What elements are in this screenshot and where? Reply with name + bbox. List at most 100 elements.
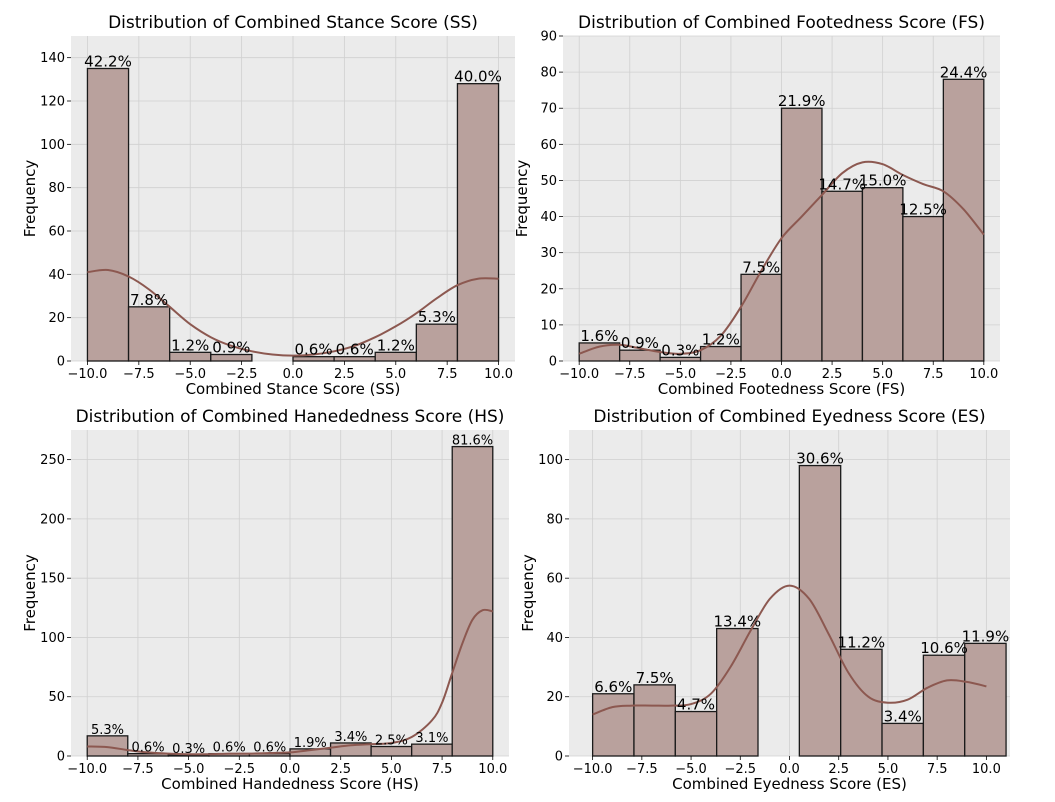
bar-percent-label: 4.7% [677, 696, 715, 714]
bar-percent-label: 13.4% [714, 613, 762, 631]
x-tick-label: 10.0 [972, 762, 1001, 777]
bar-percent-label: 0.3% [661, 341, 699, 359]
x-tick-label: 5.0 [381, 762, 402, 777]
x-tick-label: −7.5 [122, 762, 154, 777]
bar-percent-label: 5.3% [418, 308, 456, 326]
y-tick-label: 80 [540, 66, 557, 81]
x-tick-label: 5.0 [878, 762, 899, 777]
x-tick-label: −10.0 [68, 367, 108, 382]
chart-title: Distribution of Combined Hanededness Sco… [76, 407, 505, 427]
histogram-bar [780, 107, 823, 362]
chart-title: Distribution of Combined Eyedness Score … [593, 407, 985, 427]
bar-percent-label: 24.4% [940, 63, 988, 81]
chart-panel-1: 42.2%7.8%1.2% 0.9% 0.6% 0.6% 1.2%5.3%40.0%−1… [21, 13, 515, 398]
chart-title: Distribution of Combined Stance Score (S… [108, 13, 478, 33]
y-tick-label: 30 [540, 246, 557, 261]
x-tick-label: 2.5 [334, 367, 355, 382]
histogram-bar [821, 190, 864, 362]
histogram-bar [86, 67, 130, 362]
y-tick-label: 150 [40, 572, 65, 587]
bar-percent-label: 7.5% [636, 669, 674, 687]
x-tick-label: 0.0 [771, 367, 792, 382]
bar-percent-label: 0.9% [212, 339, 250, 357]
histogram-bar [798, 464, 842, 757]
x-tick-label: 2.5 [828, 762, 849, 777]
bar-percent-label: 1.2% [377, 336, 415, 354]
bar-percent-label: 7.5% [742, 258, 780, 276]
x-axis-label: Combined Stance Score (SS) [186, 380, 401, 398]
kde-curve [87, 608, 494, 756]
x-tick-label: 7.5 [923, 367, 944, 382]
y-tick-label: 100 [40, 138, 65, 153]
histogram-bar [127, 306, 171, 362]
bar-percent-label: 1.6% [580, 327, 618, 345]
bar-percent-label: 40.0% [454, 68, 502, 86]
y-tick-label: 20 [48, 311, 65, 326]
y-tick-label: 50 [540, 174, 557, 189]
y-tick-label: 0 [555, 750, 563, 765]
histogram-bar [740, 273, 783, 362]
histogram-bar [840, 648, 883, 757]
x-tick-label: 5.0 [385, 367, 406, 382]
histogram-bar [922, 654, 966, 757]
bar-percent-label: 0.9% [621, 334, 659, 352]
y-tick-label: 120 [40, 95, 65, 110]
x-tick-label: 0.0 [283, 367, 304, 382]
bar-percent-label: 7.8% [130, 291, 168, 309]
histogram-bar [902, 215, 945, 362]
x-tick-label: 7.5 [437, 367, 458, 382]
x-tick-label: 10.0 [969, 367, 998, 382]
x-tick-label: −2.5 [224, 762, 256, 777]
y-tick-label: 80 [546, 512, 563, 527]
x-tick-label: 5.0 [872, 367, 893, 382]
bar-percent-label: 0.6% [132, 741, 165, 756]
y-tick-label: 200 [40, 512, 65, 527]
y-tick-label: 140 [40, 51, 65, 66]
x-tick-label: 0.0 [280, 762, 301, 777]
x-tick-label: −7.5 [614, 367, 646, 382]
x-axis-label: Combined Handedness Score (HS) [161, 775, 419, 793]
histogram-bar [591, 693, 635, 757]
bar-percent-label: 30.6% [796, 450, 844, 468]
bar-percent-label: 2.5% [375, 734, 408, 749]
x-tick-label: −2.5 [226, 367, 258, 382]
y-tick-label: 70 [540, 102, 557, 117]
bar-percent-label: 3.1% [415, 731, 448, 746]
x-tick-label: 10.0 [478, 762, 507, 777]
y-tick-label: 0 [549, 355, 557, 370]
histogram-bar [415, 323, 459, 362]
bar-percent-label: 21.9% [778, 92, 826, 110]
chart-panel-3: 5.3% 0.6% 0.3% 0.6% 0.6% 1.9% 3.4% 2.5% 3.1% 81.6… [21, 407, 509, 793]
y-tick-label: 100 [538, 453, 563, 468]
kde-curve [578, 160, 985, 355]
y-tick-label: 40 [540, 210, 557, 225]
x-tick-label: −10.0 [559, 367, 599, 382]
x-tick-label: 0.0 [779, 762, 800, 777]
x-tick-label: −5.0 [675, 762, 707, 777]
histogram-bar [964, 642, 1007, 757]
y-tick-label: 50 [48, 690, 65, 705]
x-tick-label: 10.0 [484, 367, 513, 382]
bar-percent-label: 1.9% [294, 736, 327, 751]
bar-percent-label: 14.7% [818, 175, 866, 193]
bar-percent-label: 10.6% [920, 639, 968, 657]
y-tick-label: 60 [546, 572, 563, 587]
x-tick-label: 7.5 [927, 762, 948, 777]
x-tick-label: 2.5 [330, 762, 351, 777]
bar-percent-label: 0.6% [295, 341, 333, 359]
y-tick-label: 20 [540, 282, 557, 297]
y-axis-label: Frequency [21, 554, 39, 632]
x-tick-label: −2.5 [724, 762, 756, 777]
x-axis-label: Combined Eyedness Score (ES) [672, 775, 907, 793]
x-tick-label: −5.0 [665, 367, 697, 382]
y-tick-label: 80 [48, 181, 65, 196]
y-tick-label: 90 [540, 30, 557, 45]
y-tick-label: 0 [57, 750, 65, 765]
histogram-bar [618, 349, 661, 362]
y-axis-label: Frequency [21, 160, 39, 238]
y-tick-label: 40 [48, 268, 65, 283]
bar-percent-label: 11.2% [838, 633, 886, 651]
bar-percent-label: 11.9% [962, 627, 1010, 645]
y-tick-label: 0 [57, 355, 65, 370]
